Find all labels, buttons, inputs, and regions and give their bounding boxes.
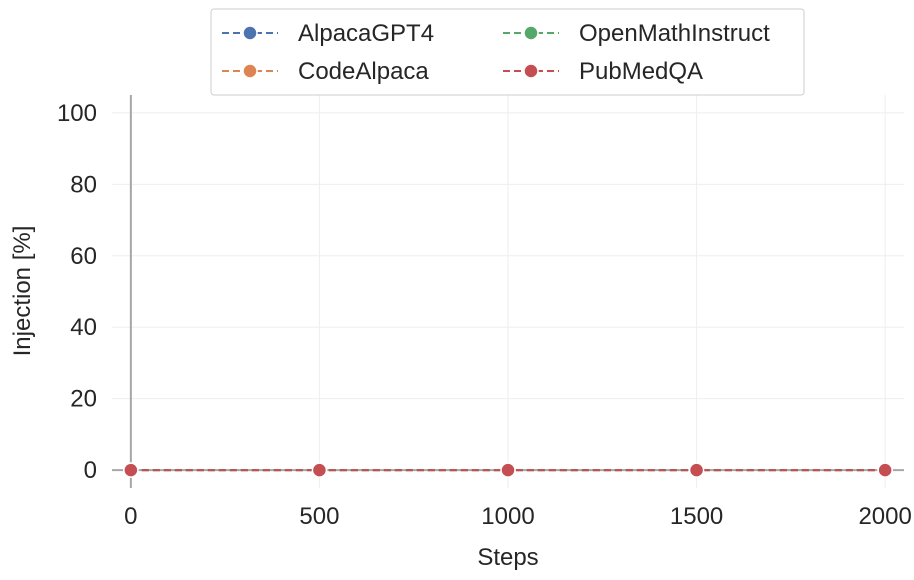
legend-box [210, 8, 805, 96]
tick-labels: 0 500 1000 1500 2000 0 20 40 60 80 100 [57, 100, 912, 530]
y-axis-title: Injection [%] [9, 226, 36, 357]
x-tick-label: 0 [124, 503, 137, 530]
legend-label: AlpacaGPT4 [298, 20, 434, 47]
legend-marker-swatch [242, 25, 258, 41]
legend-marker-swatch [523, 25, 539, 41]
x-tick-label: 500 [299, 503, 339, 530]
data-point-pubmedqa [123, 462, 139, 478]
data-point-pubmedqa [500, 462, 516, 478]
legend-marker-swatch [242, 63, 258, 79]
legend-label: OpenMathInstruct [579, 20, 770, 47]
data-point-pubmedqa [688, 462, 705, 478]
legend: AlpacaGPT4 CodeAlpaca OpenMathInstruct PubM… [210, 8, 805, 96]
data-point-pubmedqa [877, 462, 893, 478]
y-tick-label: 0 [84, 457, 97, 484]
y-tick-label: 80 [70, 171, 97, 198]
legend-item-alpacagpt4: AlpacaGPT4 [222, 20, 434, 47]
grid-lines [112, 95, 904, 488]
x-tick-label: 2000 [858, 503, 911, 530]
legend-label: PubMedQA [579, 58, 703, 85]
x-tick-label: 1000 [481, 503, 534, 530]
series-lines [123, 462, 893, 478]
y-tick-label: 40 [70, 314, 97, 341]
data-point-pubmedqa [311, 462, 328, 478]
legend-marker-swatch [523, 63, 539, 79]
y-tick-label: 100 [57, 100, 97, 127]
x-axis-title: Steps [477, 544, 538, 571]
legend-item-codealpaca: CodeAlpaca [222, 58, 429, 85]
legend-item-pubmedqa: PubMedQA [503, 58, 703, 85]
x-tick-label: 1500 [670, 503, 723, 530]
legend-item-openmathinstruct: OpenMathInstruct [503, 20, 770, 47]
y-tick-label: 60 [70, 243, 97, 270]
y-tick-label: 20 [70, 386, 97, 413]
legend-label: CodeAlpaca [298, 58, 429, 85]
